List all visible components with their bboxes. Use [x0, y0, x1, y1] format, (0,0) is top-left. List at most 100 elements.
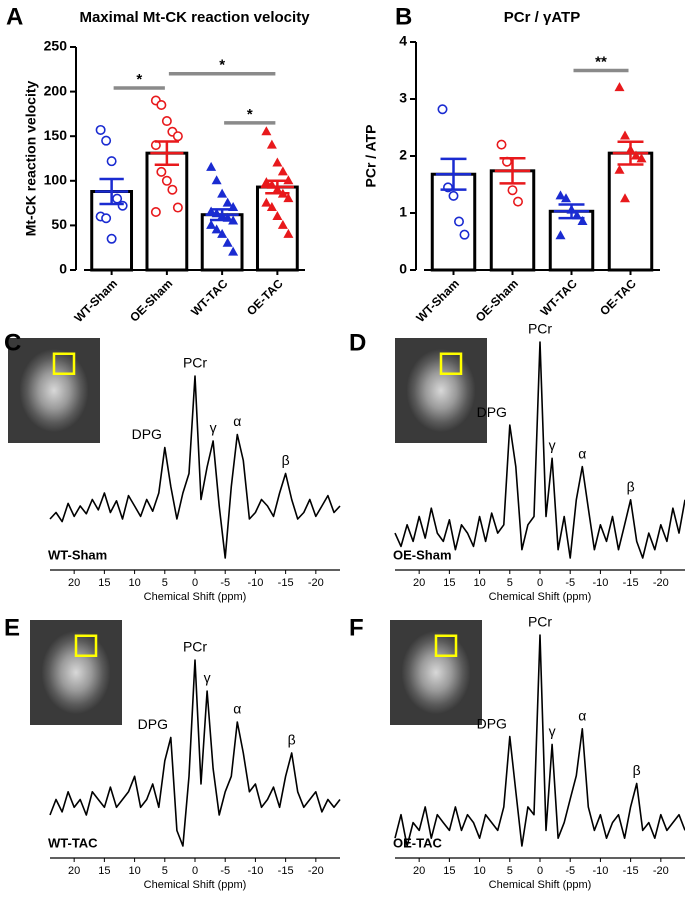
- x-tick-label: -10: [247, 865, 263, 877]
- chart-title: PCr / γATP: [504, 9, 580, 26]
- peak-label: α: [233, 413, 241, 429]
- x-tick-label: 0: [192, 577, 198, 589]
- error-bar: [95, 177, 129, 206]
- chart-title: Maximal Mt-CK reaction velocity: [79, 9, 310, 26]
- x-tick-label: WT-Sham: [413, 276, 462, 325]
- data-point: [620, 130, 630, 140]
- error-bar: [260, 179, 294, 195]
- x-tick-label: 15: [443, 865, 455, 877]
- x-axis-label: Chemical Shift (ppm): [144, 591, 247, 603]
- data-point: [261, 126, 272, 136]
- data-point: [101, 135, 112, 146]
- peak-label: DPG: [477, 404, 507, 420]
- mri-heart: [19, 348, 89, 433]
- region-of-interest: [74, 634, 98, 657]
- y-tick-label: 1: [399, 204, 407, 220]
- spectrum-line: [394, 341, 685, 559]
- data-point: [561, 193, 571, 203]
- data-point: [614, 82, 625, 92]
- y-axis-label: Mt-CK reaction velocity: [23, 80, 39, 236]
- x-tick-label: -20: [653, 865, 669, 877]
- data-point: [206, 219, 217, 229]
- x-tick-label: -15: [278, 865, 294, 877]
- peak-label: PCr: [528, 614, 552, 630]
- peak-label: β: [282, 452, 290, 468]
- y-tick-label: 4: [399, 33, 407, 49]
- error-bar: [612, 140, 649, 166]
- sample-label: OE-TAC: [393, 835, 442, 850]
- x-tick-label: 0: [537, 577, 543, 589]
- data-point: [150, 207, 161, 218]
- x-tick-label: -10: [592, 577, 608, 589]
- x-tick-label: 20: [68, 577, 80, 589]
- x-tick-label: 20: [413, 577, 425, 589]
- x-tick-label: -15: [623, 577, 639, 589]
- data-point: [172, 202, 183, 213]
- x-axis-label: Chemical Shift (ppm): [489, 591, 592, 603]
- data-point: [631, 150, 641, 160]
- x-tick-label: 10: [128, 865, 140, 877]
- sample-label: WT-TAC: [48, 835, 98, 850]
- region-of-interest: [439, 352, 463, 375]
- spectrum-line: [394, 634, 685, 847]
- x-tick-label: 15: [98, 865, 110, 877]
- x-tick-label: 15: [98, 577, 110, 589]
- data-point: [206, 161, 217, 171]
- y-axis-label: PCr / ATP: [363, 124, 379, 187]
- sample-label: OE-Sham: [393, 547, 452, 562]
- sample-label: WT-Sham: [48, 547, 107, 562]
- data-point: [636, 153, 647, 163]
- spectrum-line: [49, 659, 341, 847]
- panel-label: D: [349, 329, 366, 356]
- data-point: [172, 131, 183, 142]
- peak-label: γ: [549, 437, 556, 453]
- data-point: [217, 188, 228, 198]
- data-point: [620, 193, 630, 203]
- y-tick-label: 0: [59, 261, 67, 277]
- data-point: [217, 228, 228, 238]
- peak-label: DPG: [138, 716, 168, 732]
- data-point: [459, 229, 470, 240]
- x-tick-label: 10: [473, 865, 485, 877]
- x-tick-label: OE-Sham: [127, 276, 175, 324]
- region-of-interest: [52, 352, 76, 375]
- error-bar: [553, 203, 590, 220]
- peak-label: DPG: [477, 715, 507, 731]
- significance-label: *: [219, 57, 225, 74]
- peak-label: β: [288, 732, 296, 748]
- mri-heart: [406, 348, 476, 433]
- panel-label: A: [6, 3, 23, 30]
- x-tick-label: 0: [537, 865, 543, 877]
- peak-label: α: [578, 707, 586, 723]
- peak-label: γ: [204, 670, 211, 686]
- x-tick-label: 0: [192, 865, 198, 877]
- x-axis-label: Chemical Shift (ppm): [489, 879, 592, 891]
- peak-label: α: [578, 445, 586, 461]
- data-point: [261, 197, 272, 207]
- x-tick-label: 20: [68, 865, 80, 877]
- panel-label: E: [4, 614, 20, 641]
- data-point: [272, 210, 283, 220]
- peak-label: β: [627, 479, 635, 495]
- data-point: [266, 202, 277, 212]
- data-point: [156, 99, 167, 110]
- data-point: [512, 196, 523, 207]
- y-tick-label: 150: [44, 127, 68, 143]
- panel-label: B: [395, 3, 412, 30]
- x-tick-label: -5: [220, 865, 230, 877]
- error-bar: [435, 157, 472, 191]
- data-point: [272, 157, 283, 167]
- significance-label: *: [247, 106, 253, 123]
- x-tick-label: 5: [162, 577, 168, 589]
- significance-label: *: [136, 71, 142, 88]
- data-point: [437, 104, 448, 115]
- panel-label: C: [4, 329, 21, 356]
- data-point: [161, 175, 172, 186]
- x-tick-label: -10: [592, 865, 608, 877]
- error-bar: [205, 208, 239, 222]
- data-point: [101, 213, 112, 224]
- bar: [548, 209, 595, 272]
- data-point: [507, 185, 518, 196]
- x-tick-label: -15: [278, 577, 294, 589]
